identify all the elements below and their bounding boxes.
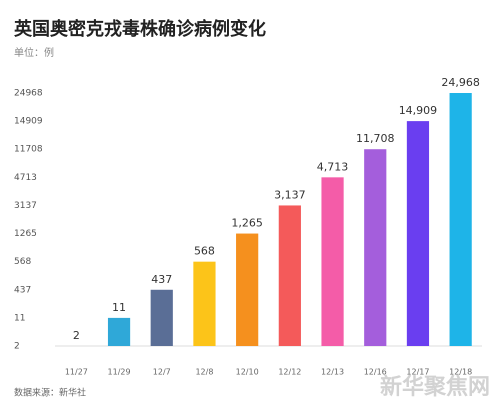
- source: 数据来源：新华社: [14, 387, 86, 399]
- x-tick-label: 12/18: [449, 368, 472, 377]
- value-label: 437: [151, 273, 172, 286]
- y-tick-label: 11: [14, 313, 25, 323]
- value-label: 11,708: [356, 132, 395, 145]
- x-tick-label: 12/16: [364, 368, 387, 377]
- value-label: 3,137: [274, 188, 306, 201]
- y-tick-label: 568: [14, 257, 31, 267]
- bar: [278, 205, 301, 346]
- value-label: 2: [73, 329, 80, 342]
- watermark: 新华聚焦网: [380, 374, 490, 400]
- chart-subtitle: 单位：例: [14, 46, 54, 59]
- bar: [449, 93, 472, 346]
- x-tick-label: 12/12: [278, 368, 301, 377]
- bar: [107, 317, 131, 346]
- x-tick-label: 11/27: [65, 368, 88, 377]
- bar: [193, 261, 216, 346]
- y-tick-label: 3137: [14, 201, 37, 211]
- y-tick-label: 437: [14, 285, 31, 295]
- x-tick-label: 12/13: [321, 368, 344, 377]
- value-label: 4,713: [317, 160, 349, 173]
- bar: [321, 177, 344, 346]
- bar: [150, 289, 173, 346]
- bar: [236, 233, 259, 346]
- y-tick-label: 1265: [14, 229, 37, 239]
- value-label: 1,265: [231, 217, 263, 230]
- bar: [406, 121, 430, 346]
- bar: [364, 149, 387, 346]
- x-tick-label: 12/8: [195, 368, 213, 377]
- value-label: 568: [194, 245, 215, 258]
- value-label: 11: [112, 301, 126, 314]
- x-tick-label: 12/17: [406, 368, 429, 377]
- value-label: 24,968: [441, 76, 480, 89]
- x-tick-label: 12/7: [153, 368, 171, 377]
- x-tick-label: 11/29: [108, 368, 131, 377]
- x-tick-label: 12/10: [236, 368, 259, 377]
- y-tick-label: 11708: [14, 145, 43, 155]
- y-tick-label: 4713: [14, 173, 37, 183]
- value-label: 14,909: [399, 104, 438, 117]
- chart-title: 英国奥密克戎毒株确诊病例变化: [13, 18, 266, 40]
- y-tick-label: 14909: [14, 117, 43, 127]
- y-tick-label: 24968: [14, 89, 43, 99]
- y-tick-label: 2: [14, 342, 20, 352]
